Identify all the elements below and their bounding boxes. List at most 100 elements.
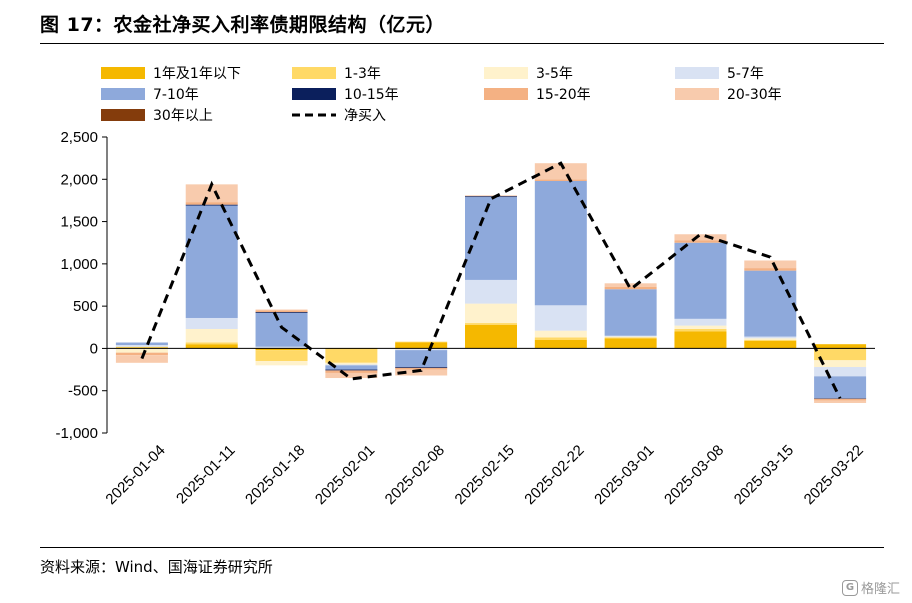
bar-segment [325,372,378,379]
bar-segment [255,361,308,366]
y-tick-label: 1,500 [60,214,98,231]
legend-label: 1-3年 [344,66,381,82]
bar-segment [534,179,587,181]
bar-segment [744,270,797,337]
bar-segment [465,195,517,197]
x-tick-label: 2025-02-08 [382,442,448,508]
bar-segment [395,341,448,343]
bar-segment [604,336,657,338]
bar-segment [325,362,378,365]
bar-segment [465,279,517,304]
bar-segment [185,344,238,349]
bar-segment [744,260,797,269]
bar-segment [604,283,657,287]
bar-segment [674,325,727,329]
legend-swatch [101,67,145,79]
y-tick-label: 1,000 [60,256,98,273]
x-tick-label: 2025-03-01 [591,442,657,508]
legend-label: 15-20年 [536,87,591,103]
bar-segment [115,355,168,363]
legend-label: 净买入 [344,108,386,124]
legend-label: 3-5年 [536,66,573,82]
bar-segment [534,163,587,180]
legend-swatch [292,67,336,79]
bar-segment [395,369,448,376]
footer-rule [40,547,884,548]
bar-segment [185,184,238,203]
y-tick-label: 2,000 [60,171,98,188]
legend-swatch [484,88,528,100]
bar-segment [534,180,587,306]
bar-segment [744,336,797,339]
x-tick-label: 2025-03-15 [731,442,797,508]
legend-swatch [292,88,336,100]
bar-segment [325,364,378,366]
x-tick-label: 2025-02-01 [312,442,378,508]
bar-segment [115,348,168,353]
bar-segment [255,346,308,349]
bar-segment [814,367,867,377]
legend-swatch [101,88,145,100]
bar-segment [185,202,238,205]
bar-segment [255,309,308,311]
bar-segment [185,204,238,206]
bar-segment [674,240,727,243]
bar-segment [814,348,867,361]
bar-segment [465,323,517,325]
watermark: G 格隆汇 [841,578,900,597]
title-rule [40,43,884,44]
legend-swatch [101,109,145,121]
bar-segment [185,342,238,345]
bar-segment [255,312,308,313]
bar-segment [814,398,867,401]
y-tick-label: 0 [90,340,98,357]
bar-segment [325,369,378,371]
bar-segment [255,312,308,347]
net-buy-series-line [140,161,842,399]
bar-segment [604,286,657,290]
legend-label: 1年及1年以下 [153,66,241,82]
bar-segment [395,350,448,368]
bar-segment [395,342,448,349]
bar-segment [325,365,378,370]
bar-segment [744,338,797,340]
y-tick-label: 500 [73,298,98,315]
bar-segment [744,339,797,341]
bar-segment [465,196,517,198]
bar-segment [534,330,587,338]
gelonghui-logo-icon: G [841,579,858,596]
bar-segment [534,339,587,349]
bar-segment [325,370,378,373]
bar-segment [115,346,168,348]
bar-segment [534,305,587,331]
bar-segment [814,360,867,368]
bar-segment [814,376,867,399]
bar-segment [604,335,657,337]
bar-segment [255,348,308,351]
x-tick-label: 2025-02-22 [521,442,587,508]
bar-segment [674,328,727,332]
net-buy-line [140,161,842,399]
legend-label: 7-10年 [153,87,199,103]
x-tick-label: 2025-01-18 [242,442,308,508]
bar-segment [395,367,448,368]
bar-segment [185,317,238,329]
legend-label: 5-7年 [727,66,764,82]
bar-segment [465,324,517,349]
y-tick-label: 2,500 [60,129,98,146]
bar-segment [395,367,448,370]
bar-segment [115,352,168,356]
bar-segment [674,234,727,241]
x-tick-label: 2025-03-08 [661,442,727,508]
bar-segment [604,338,657,349]
bar-segment [395,349,448,351]
bar-segment [604,289,657,336]
bar-segment [255,350,308,362]
bar-segment [465,303,517,324]
bar-segment [674,242,727,319]
x-tick-label: 2025-01-04 [102,442,168,508]
legend-label: 30年以上 [153,108,213,124]
bar-segment [255,310,308,313]
bar-segment [674,318,727,326]
